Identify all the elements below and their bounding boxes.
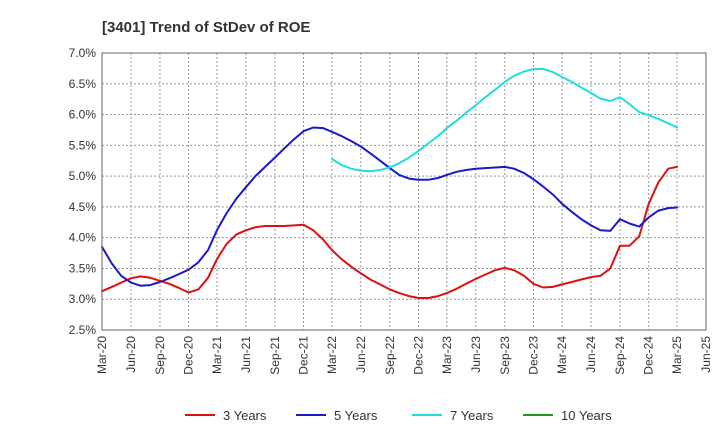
chart-title: [3401] Trend of StDev of ROE xyxy=(102,19,310,36)
x-tick-label: Jun-25 xyxy=(699,336,713,373)
legend-label: 7 Years xyxy=(450,408,494,423)
y-tick-label: 7.0% xyxy=(69,46,97,60)
legend: 3 Years 5 Years 7 Years 10 Years xyxy=(185,408,612,423)
x-tick-label: Dec-20 xyxy=(182,336,196,375)
x-tick-label: Sep-23 xyxy=(498,336,512,375)
y-tick-label: 6.0% xyxy=(69,108,97,122)
x-tick-label: Sep-20 xyxy=(153,336,167,375)
x-tick-label: Sep-22 xyxy=(383,336,397,375)
x-tick-label: Sep-21 xyxy=(268,336,282,375)
legend-label: 5 Years xyxy=(334,408,378,423)
x-tick-label: Jun-23 xyxy=(469,336,483,373)
y-tick-label: 3.5% xyxy=(69,261,97,275)
legend-label: 10 Years xyxy=(561,408,612,423)
y-tick-label: 3.0% xyxy=(69,292,97,306)
x-tick-label: Mar-24 xyxy=(555,336,569,374)
y-tick-label: 4.0% xyxy=(69,231,97,245)
x-tick-label: Jun-24 xyxy=(584,336,598,373)
x-tick-label: Dec-24 xyxy=(642,336,656,375)
x-tick-label: Jun-21 xyxy=(239,336,253,373)
x-tick-label: Dec-22 xyxy=(411,336,425,375)
legend-label: 3 Years xyxy=(223,408,267,423)
x-tick-label: Mar-22 xyxy=(325,336,339,374)
grid xyxy=(101,52,707,331)
x-tick-label: Mar-21 xyxy=(210,336,224,374)
series-line-3-years xyxy=(101,165,678,299)
y-tick-label: 5.5% xyxy=(69,138,97,152)
x-tick-label: Dec-21 xyxy=(297,336,311,375)
y-tick-label: 5.0% xyxy=(69,169,97,183)
y-axis-ticks: 2.5% 3.0% 3.5% 4.0% 4.5% 5.0% 5.5% 6.0% 6.5% 7.0% xyxy=(69,46,97,337)
plot-frame xyxy=(101,52,707,331)
x-tick-label: Jun-22 xyxy=(354,336,368,373)
series-line-7-years xyxy=(330,68,678,173)
y-tick-label: 4.5% xyxy=(69,200,97,214)
x-tick-label: Dec-23 xyxy=(526,336,540,375)
x-tick-label: Jun-20 xyxy=(124,336,138,373)
series-lines xyxy=(101,68,678,299)
x-tick-label: Sep-24 xyxy=(613,336,627,375)
y-tick-label: 2.5% xyxy=(69,323,97,337)
y-tick-label: 6.5% xyxy=(69,77,97,91)
x-tick-label: Mar-25 xyxy=(670,336,684,374)
x-axis-ticks: Mar-20 Jun-20 Sep-20 Dec-20 Mar-21 Jun-21 Sep-… xyxy=(95,336,713,375)
x-tick-label: Mar-20 xyxy=(95,336,109,374)
x-tick-label: Mar-23 xyxy=(440,336,454,374)
